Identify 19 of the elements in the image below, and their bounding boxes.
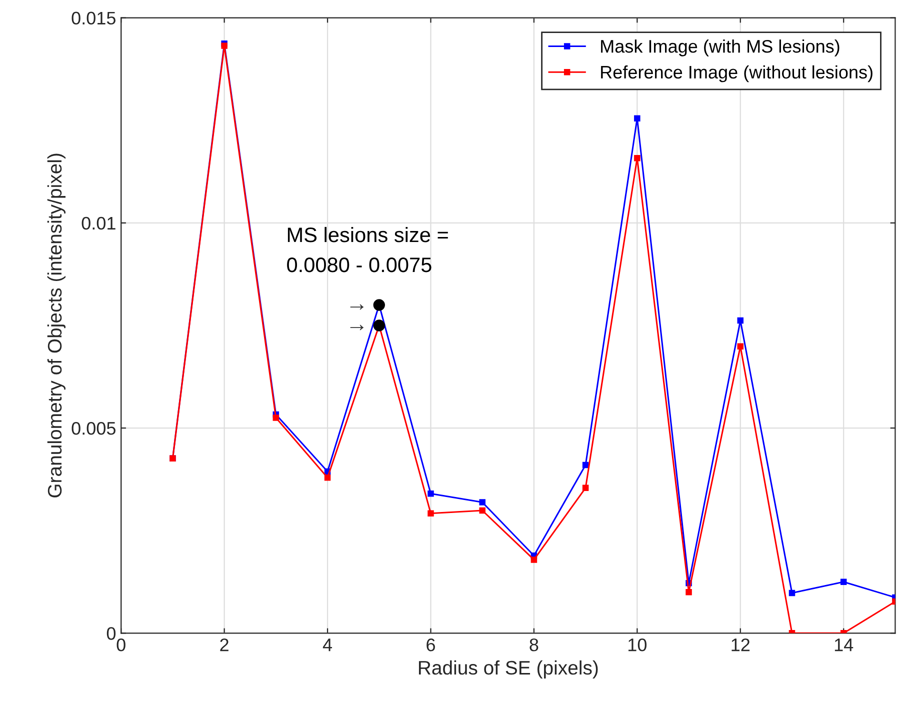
legend-label: Mask Image (with MS lesions): [601, 39, 840, 56]
y-tick-label: 0.005: [72, 422, 116, 435]
y-tick-label: 0: [106, 627, 116, 640]
y-axis-title: Granulometry of Objects (intensity/pixel): [47, 154, 66, 498]
x-tick-label: 4: [322, 638, 332, 652]
x-tick-label: 8: [530, 638, 538, 652]
x-tick-label: 2: [220, 638, 228, 652]
x-tick-label: 12: [732, 638, 750, 652]
x-axis-title: Radius of SE (pixels): [418, 660, 598, 679]
annotation: →: [350, 304, 364, 310]
x-tick-label: 6: [426, 638, 435, 652]
y-tick-label: 0.015: [72, 12, 116, 25]
legend-label: Reference Image (without lesions): [601, 65, 872, 82]
annotation: MS lesions size = 0.0080 - 0.0075: [287, 226, 448, 272]
annotation: →: [350, 324, 364, 330]
x-tick-label: 14: [834, 638, 854, 652]
y-tick-label: 0.01: [82, 216, 116, 230]
x-tick-label: 10: [628, 638, 647, 652]
x-tick-label: 0: [116, 638, 126, 652]
